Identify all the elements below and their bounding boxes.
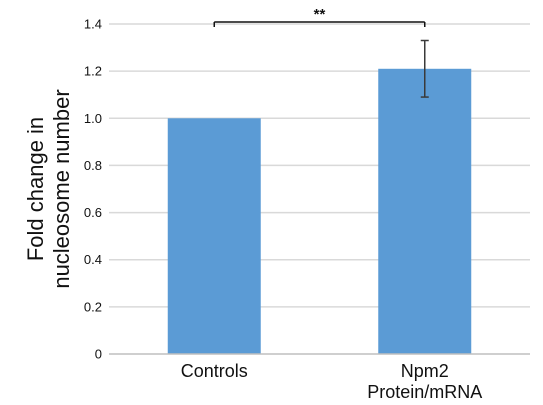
bar: [378, 68, 472, 355]
y-tick-label: 0.8: [84, 158, 102, 173]
bars: [167, 39, 472, 355]
y-tick-label: 1.2: [84, 64, 102, 79]
y-tick-label: 0: [95, 347, 102, 362]
y-tick-label: 1.0: [84, 111, 102, 126]
y-tick-label: 0.2: [84, 299, 102, 314]
y-tick-label: 0.4: [84, 252, 102, 267]
x-tick-label: Controls: [181, 361, 248, 381]
bar: [167, 118, 261, 355]
x-tick-label: Protein/mRNA: [367, 382, 482, 402]
y-tick-label: 0.6: [84, 205, 102, 220]
y-tick-label: 1.4: [84, 17, 102, 32]
x-tick-label: Npm2: [401, 361, 449, 381]
significance-label: **: [314, 6, 326, 23]
significance-annotation: **: [213, 6, 426, 27]
tick-labels: 0 0.2 0.4 0.6 0.8 1.0 1.2 1.4 Controls Npm2Protei…: [84, 17, 482, 403]
y-axis-title-line: Fold change in: [23, 117, 48, 261]
y-axis-title: Fold change innucleosome number: [23, 89, 74, 288]
y-axis-title-line: nucleosome number: [49, 89, 74, 288]
